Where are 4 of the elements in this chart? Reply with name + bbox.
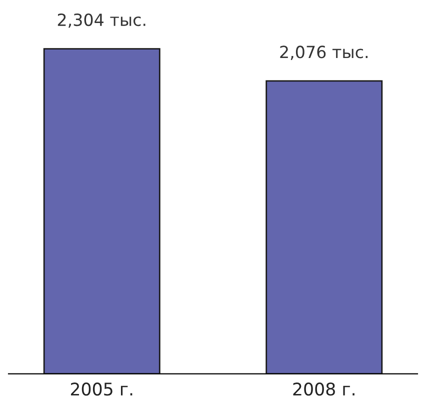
data-label: 2,304 тыс. <box>58 13 146 28</box>
x-tick-label: 2005 г. <box>70 382 132 396</box>
data-label: 2,076 тыс. <box>280 46 368 60</box>
x-tick-label: 2008 г. <box>293 382 354 396</box>
